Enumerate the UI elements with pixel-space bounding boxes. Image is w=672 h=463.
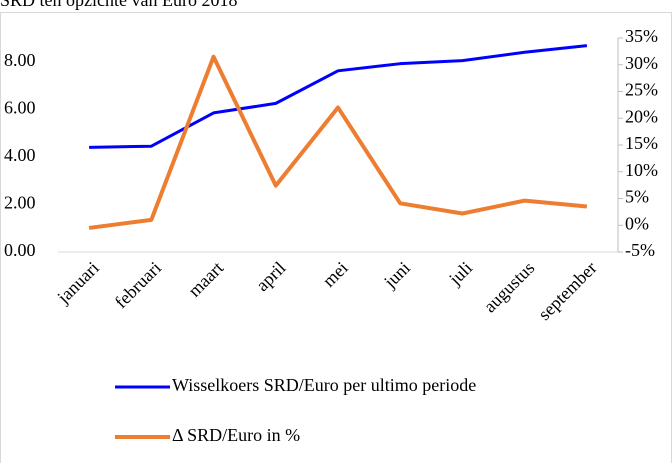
x-tick-label: augustus (480, 258, 539, 317)
y2-tick-label: 35% (625, 26, 658, 46)
y-tick-label: 0.00 (4, 240, 36, 260)
x-tick-label: april (252, 258, 289, 295)
chart-title: SRD ten opzichte van Euro 2018 (0, 0, 237, 10)
y2-tick-label: 15% (625, 133, 658, 153)
y2-tick-label: 30% (625, 53, 658, 73)
x-tick-label: juli (444, 258, 476, 290)
y-tick-label: 8.00 (4, 50, 36, 70)
legend-label: Δ SRD/Euro in % (172, 425, 300, 445)
y2-tick-label: 10% (625, 160, 658, 180)
x-tick-label: februari (111, 258, 165, 312)
y2-tick-label: 20% (625, 106, 658, 126)
y2-tick-label: 25% (625, 80, 658, 100)
y-tick-label: 4.00 (4, 145, 36, 165)
series-line (88, 54, 588, 230)
series-line (89, 44, 588, 149)
legend-label: Wisselkoers SRD/Euro per ultimo periode (172, 375, 476, 395)
y-tick-label: 6.00 (4, 97, 36, 117)
y2-tick-label: 0% (625, 213, 649, 233)
x-tick-label: mei (319, 258, 352, 291)
x-tick-label: juni (379, 258, 414, 293)
y-tick-label: 2.00 (4, 193, 36, 213)
x-tick-label: maart (184, 258, 227, 301)
x-tick-label: januari (53, 258, 103, 308)
x-tick-label: september (534, 258, 600, 324)
y2-tick-label: -5% (625, 240, 655, 260)
y2-tick-label: 5% (625, 187, 649, 207)
chart-border (0, 12, 672, 463)
